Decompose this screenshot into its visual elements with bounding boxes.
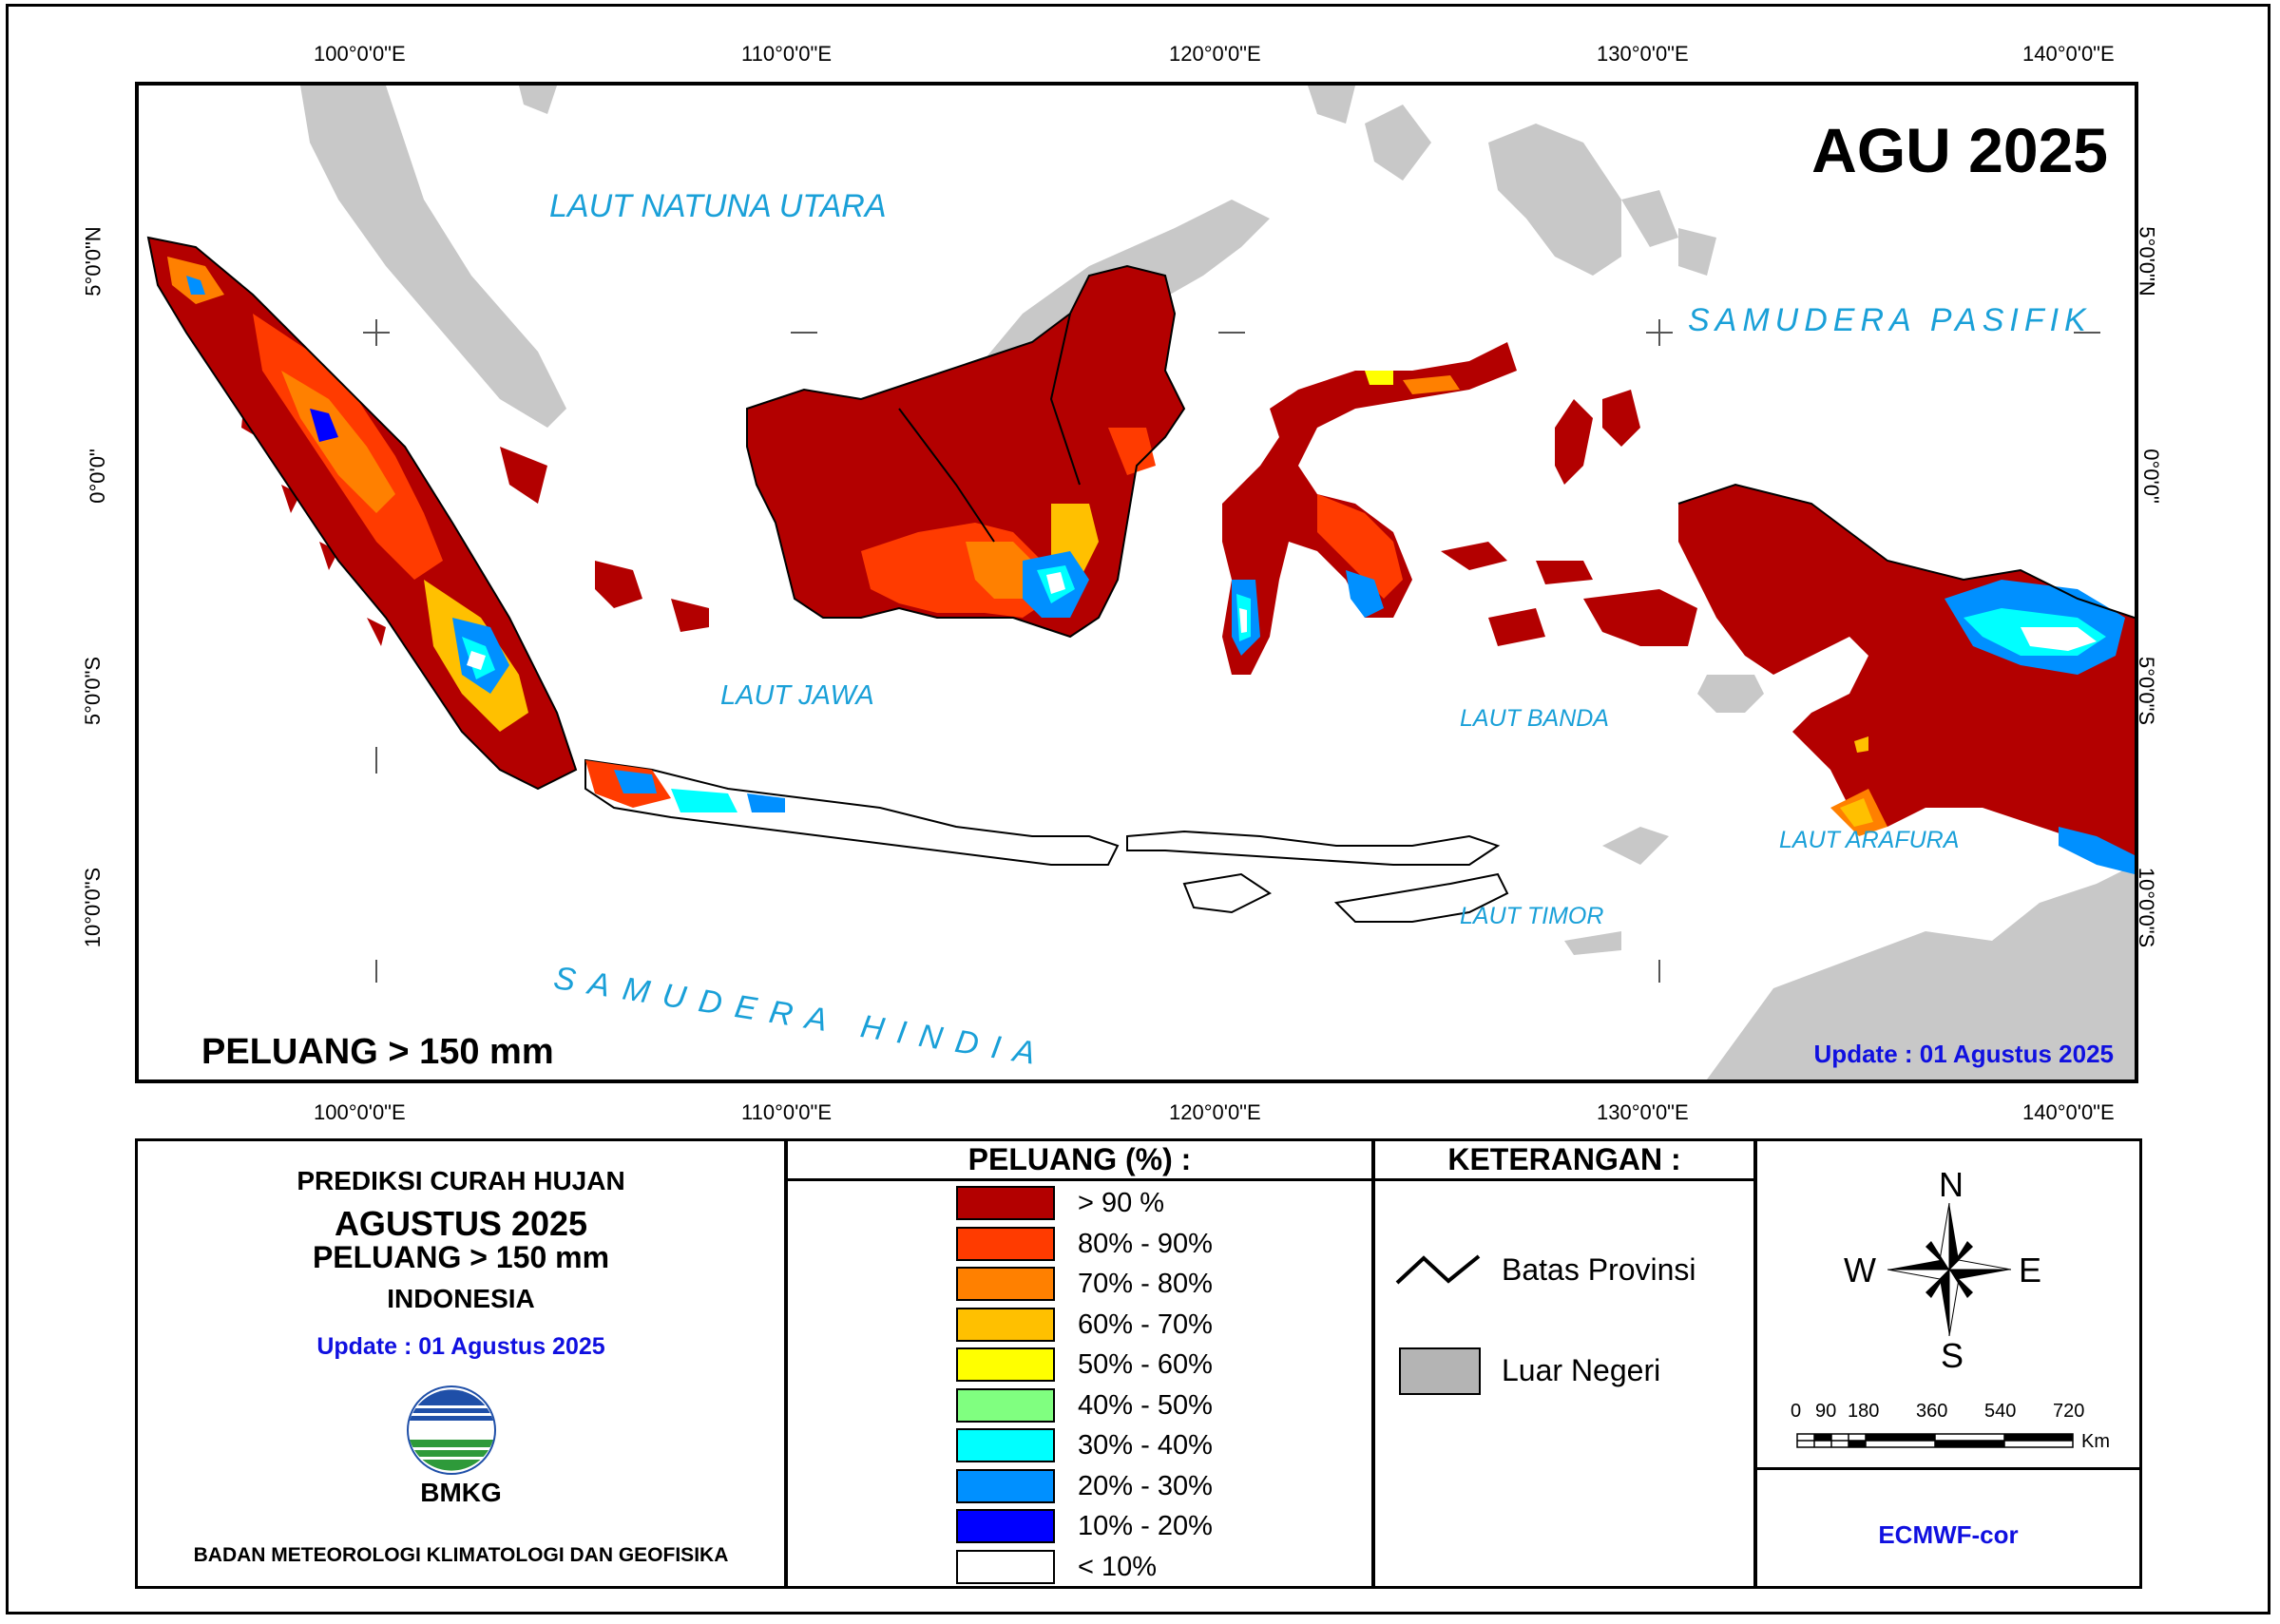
- legend-swatch: [956, 1267, 1055, 1301]
- legend-swatch: [956, 1468, 1055, 1503]
- agency-name: BADAN METEOROLOGI KLIMATOLOGI DAN GEOFIS…: [193, 1544, 729, 1566]
- legend-label: < 10%: [1078, 1551, 1158, 1582]
- province-boundaries: [146, 236, 2135, 791]
- lon-tick-top-140: 140°0'0"E: [2022, 42, 2115, 66]
- keterangan-title: KETERANGAN :: [1447, 1142, 1681, 1176]
- map-canvas: [146, 86, 2135, 1079]
- scale-label-360: 360: [1916, 1401, 1948, 1422]
- scale-unit: Km: [2081, 1431, 2110, 1452]
- legend-label: 50% - 60%: [1078, 1349, 1213, 1380]
- foreign-land: [300, 86, 2135, 1079]
- keterangan-luar: Luar Negeri: [1502, 1353, 1661, 1387]
- sumatra: [148, 238, 576, 789]
- legend-label: 70% - 80%: [1078, 1269, 1213, 1299]
- graticule: [363, 319, 2100, 983]
- sea-label-timor: LAUT TIMOR: [1460, 903, 1604, 929]
- java: [584, 758, 1509, 923]
- compass-e: E: [2019, 1251, 2042, 1290]
- sea-label-pasifik: SAMUDERA PASIFIK: [1688, 302, 2092, 338]
- lon-tick-bottom-130: 130°0'0"E: [1597, 1100, 1689, 1124]
- legend-swatch: [956, 1428, 1055, 1462]
- province-boundary-icon: [1395, 1254, 1481, 1285]
- keterangan-divider: [1372, 1178, 1756, 1181]
- info-update: Update : 01 Agustus 2025: [316, 1333, 605, 1360]
- period-badge: AGU 2025: [1811, 115, 2108, 185]
- scale-label-90: 90: [1815, 1401, 1837, 1422]
- bmkg-logo-text: BMKG: [420, 1478, 502, 1507]
- lon-tick-bottom-110: 110°0'0"E: [741, 1100, 833, 1124]
- lat-tick-left-5n: 5°0'0"N: [81, 226, 105, 296]
- legend-swatch: [956, 1387, 1055, 1423]
- lat-tick-left-0: 0°0'0": [85, 449, 109, 504]
- bmkg-logo: [404, 1383, 499, 1478]
- bmkg-logo-icon: [407, 1385, 496, 1475]
- lon-tick-top-100: 100°0'0"E: [314, 42, 406, 66]
- lon-tick-top-110: 110°0'0"E: [741, 42, 833, 66]
- legend-swatch: [956, 1509, 1055, 1543]
- legend-label: > 90 %: [1078, 1188, 1165, 1218]
- model-label: ECMWF-cor: [1878, 1520, 2019, 1549]
- legend-swatch: [956, 1186, 1055, 1220]
- legend-label: 20% - 30%: [1078, 1470, 1213, 1501]
- lon-tick-top-130: 130°0'0"E: [1597, 42, 1689, 66]
- keterangan-batas: Batas Provinsi: [1502, 1252, 1696, 1287]
- lon-tick-bottom-100: 100°0'0"E: [314, 1100, 406, 1124]
- info-threshold: PELUANG > 150 mm: [312, 1240, 610, 1274]
- foreign-land-swatch: [1399, 1347, 1481, 1395]
- map-threshold-label: PELUANG > 150 mm: [201, 1032, 554, 1072]
- lat-tick-right-0: 0°0'0": [2138, 449, 2163, 504]
- legend-label: 60% - 70%: [1078, 1309, 1213, 1340]
- legend-swatch: [956, 1549, 1055, 1584]
- sea-label-jawa: LAUT JAWA: [720, 680, 874, 711]
- scale-bar: [1796, 1433, 2074, 1448]
- legend-label: 40% - 50%: [1078, 1389, 1213, 1421]
- compass-divider: [1754, 1467, 2142, 1470]
- scale-label-720: 720: [2053, 1401, 2085, 1422]
- lon-tick-bottom-140: 140°0'0"E: [2022, 1100, 2115, 1124]
- sulawesi: [1222, 342, 1517, 675]
- compass-s: S: [1941, 1336, 1964, 1375]
- legend-swatch: [956, 1226, 1055, 1261]
- lat-tick-left-5s: 5°0'0"S: [81, 656, 105, 726]
- legend-title: PELUANG (%) :: [968, 1142, 1192, 1176]
- compass-panel: [1754, 1138, 2142, 1589]
- outer-frame: [6, 4, 2270, 1614]
- sumatra-islands: [241, 409, 709, 646]
- compass-n: N: [1939, 1165, 1964, 1204]
- info-title: PREDIKSI CURAH HUJAN: [297, 1166, 625, 1195]
- sea-label-arafura: LAUT ARAFURA: [1779, 827, 1960, 853]
- legend-label: 30% - 40%: [1078, 1430, 1213, 1461]
- scale-label-0: 0: [1791, 1401, 1802, 1422]
- compass-w: W: [1844, 1251, 1876, 1290]
- papua: [1678, 485, 2135, 874]
- lon-tick-top-120: 120°0'0"E: [1169, 42, 1261, 66]
- info-region: INDONESIA: [387, 1284, 535, 1313]
- legend-swatch: [956, 1347, 1055, 1382]
- info-month: AGUSTUS 2025: [334, 1204, 588, 1243]
- legend-label: 80% - 90%: [1078, 1228, 1213, 1259]
- legend-swatch: [956, 1307, 1055, 1342]
- compass-rose-icon: [1887, 1203, 2011, 1336]
- kalimantan: [747, 266, 1184, 637]
- map-update-label: Update : 01 Agustus 2025: [1813, 1040, 2114, 1068]
- lat-tick-left-10s: 10°0'0"S: [81, 867, 105, 948]
- info-panel: PREDIKSI CURAH HUJAN AGUSTUS 2025 PELUAN…: [135, 1138, 787, 1589]
- sea-label-natuna: LAUT NATUNA UTARA: [549, 188, 887, 224]
- scale-label-180: 180: [1848, 1401, 1880, 1422]
- legend-label: 10% - 20%: [1078, 1511, 1213, 1541]
- scale-label-540: 540: [1984, 1401, 2017, 1422]
- map-frame: AGU 2025 LAUT NATUNA UTARA SAMUDERA PASI…: [135, 82, 2138, 1083]
- maluku: [1441, 390, 1697, 646]
- lon-tick-bottom-120: 120°0'0"E: [1169, 1100, 1261, 1124]
- sea-label-banda: LAUT BANDA: [1460, 705, 1609, 732]
- legend-divider: [785, 1178, 1374, 1181]
